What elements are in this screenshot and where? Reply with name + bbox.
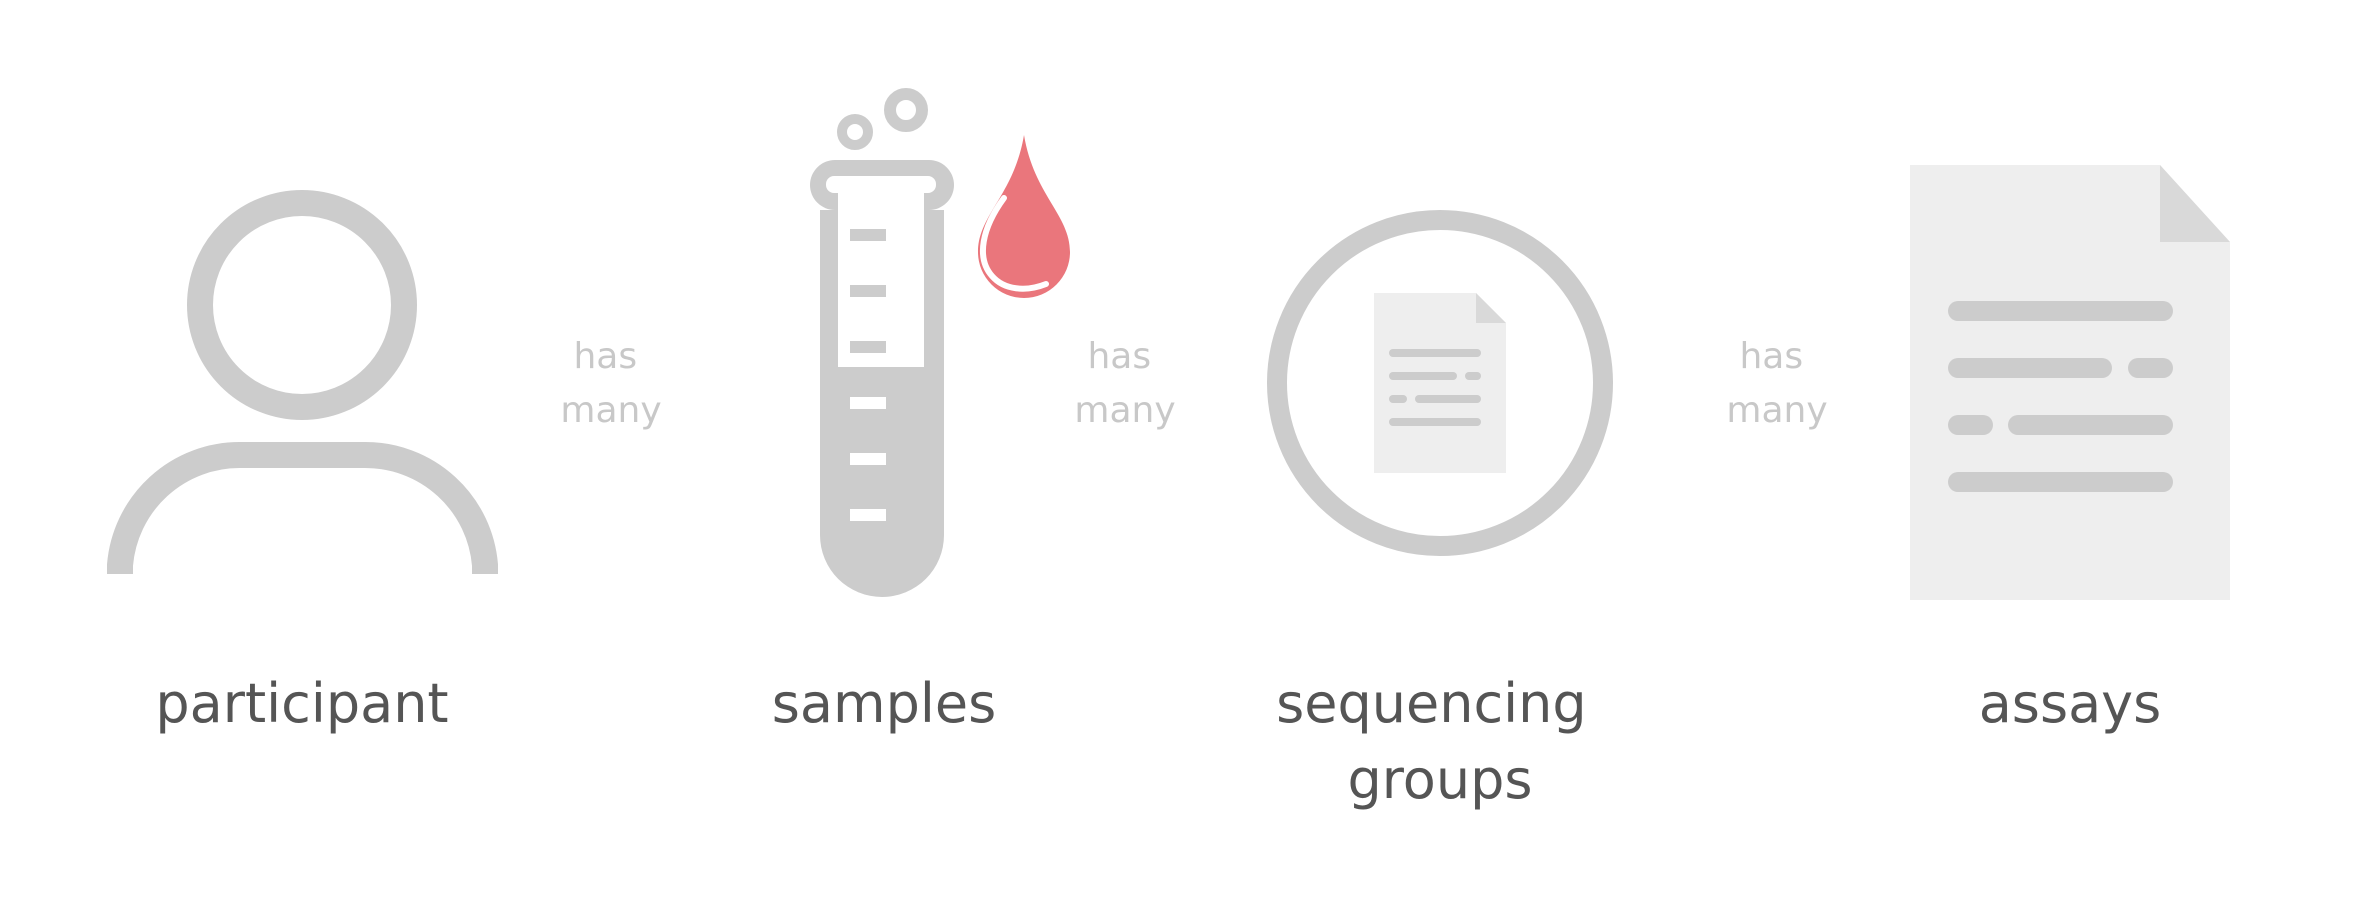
- tube-mark: [850, 397, 886, 409]
- entity-label-sequencing-groups: sequencing groups: [1276, 672, 1604, 811]
- relation-label-line: has: [1739, 336, 1803, 377]
- doc-line: [1948, 358, 2112, 378]
- tube-rim-inner: [826, 176, 936, 193]
- doc-line: [1948, 415, 1993, 435]
- relation-label-line: many: [1726, 390, 1827, 431]
- test-tube-icon: [810, 88, 954, 597]
- doc-line: [2128, 358, 2173, 378]
- entity-label-participant: participant: [155, 672, 448, 735]
- group-circle: [1267, 210, 1613, 556]
- blood-drop-icon: [978, 135, 1070, 298]
- document-fold: [2160, 165, 2230, 242]
- doc-line: [1465, 372, 1481, 380]
- blood-drop-highlight: [979, 195, 1049, 292]
- tube-mark: [850, 229, 886, 241]
- entity-label-line: groups: [1348, 748, 1533, 811]
- doc-line: [1389, 349, 1481, 357]
- doc-line: [1948, 472, 2173, 492]
- tube-window: [838, 193, 924, 367]
- tube-mark: [850, 341, 886, 353]
- entity-label-samples: samples: [772, 672, 996, 735]
- bubble-small: [837, 114, 873, 150]
- doc-line: [1948, 301, 2173, 321]
- doc-line: [1389, 372, 1457, 380]
- relation-label-line: has: [573, 336, 637, 377]
- person-head: [187, 190, 417, 420]
- relation-label-participant-samples: has many: [560, 336, 661, 431]
- bubble-large: [884, 88, 928, 132]
- small-document-fold: [1476, 293, 1506, 323]
- doc-line: [1389, 418, 1481, 426]
- tube-mark: [850, 453, 886, 465]
- person-icon: [107, 190, 498, 574]
- tube-mark: [850, 285, 886, 297]
- blood-drop: [978, 135, 1070, 298]
- document-icon: [1910, 165, 2230, 600]
- small-document-page: [1374, 293, 1506, 473]
- doc-line: [2008, 415, 2173, 435]
- relation-label-sequencing-groups-assays: has many: [1726, 336, 1827, 431]
- entity-label-line: participant: [155, 672, 448, 735]
- relation-label-line: has: [1087, 336, 1151, 377]
- entity-label-line: sequencing: [1276, 672, 1587, 735]
- relation-label-line: many: [1074, 390, 1175, 431]
- relation-label-samples-sequencing-groups: has many: [1074, 336, 1175, 431]
- person-shoulders: [107, 441, 498, 574]
- relation-label-line: many: [560, 390, 661, 431]
- doc-line: [1389, 395, 1407, 403]
- tube-mark: [850, 509, 886, 521]
- doc-line: [1415, 395, 1481, 403]
- entity-label-assays: assays: [1979, 672, 2162, 735]
- entity-label-line: assays: [1979, 672, 2162, 735]
- document-in-circle-icon: [1267, 210, 1613, 556]
- entity-label-line: samples: [772, 672, 996, 735]
